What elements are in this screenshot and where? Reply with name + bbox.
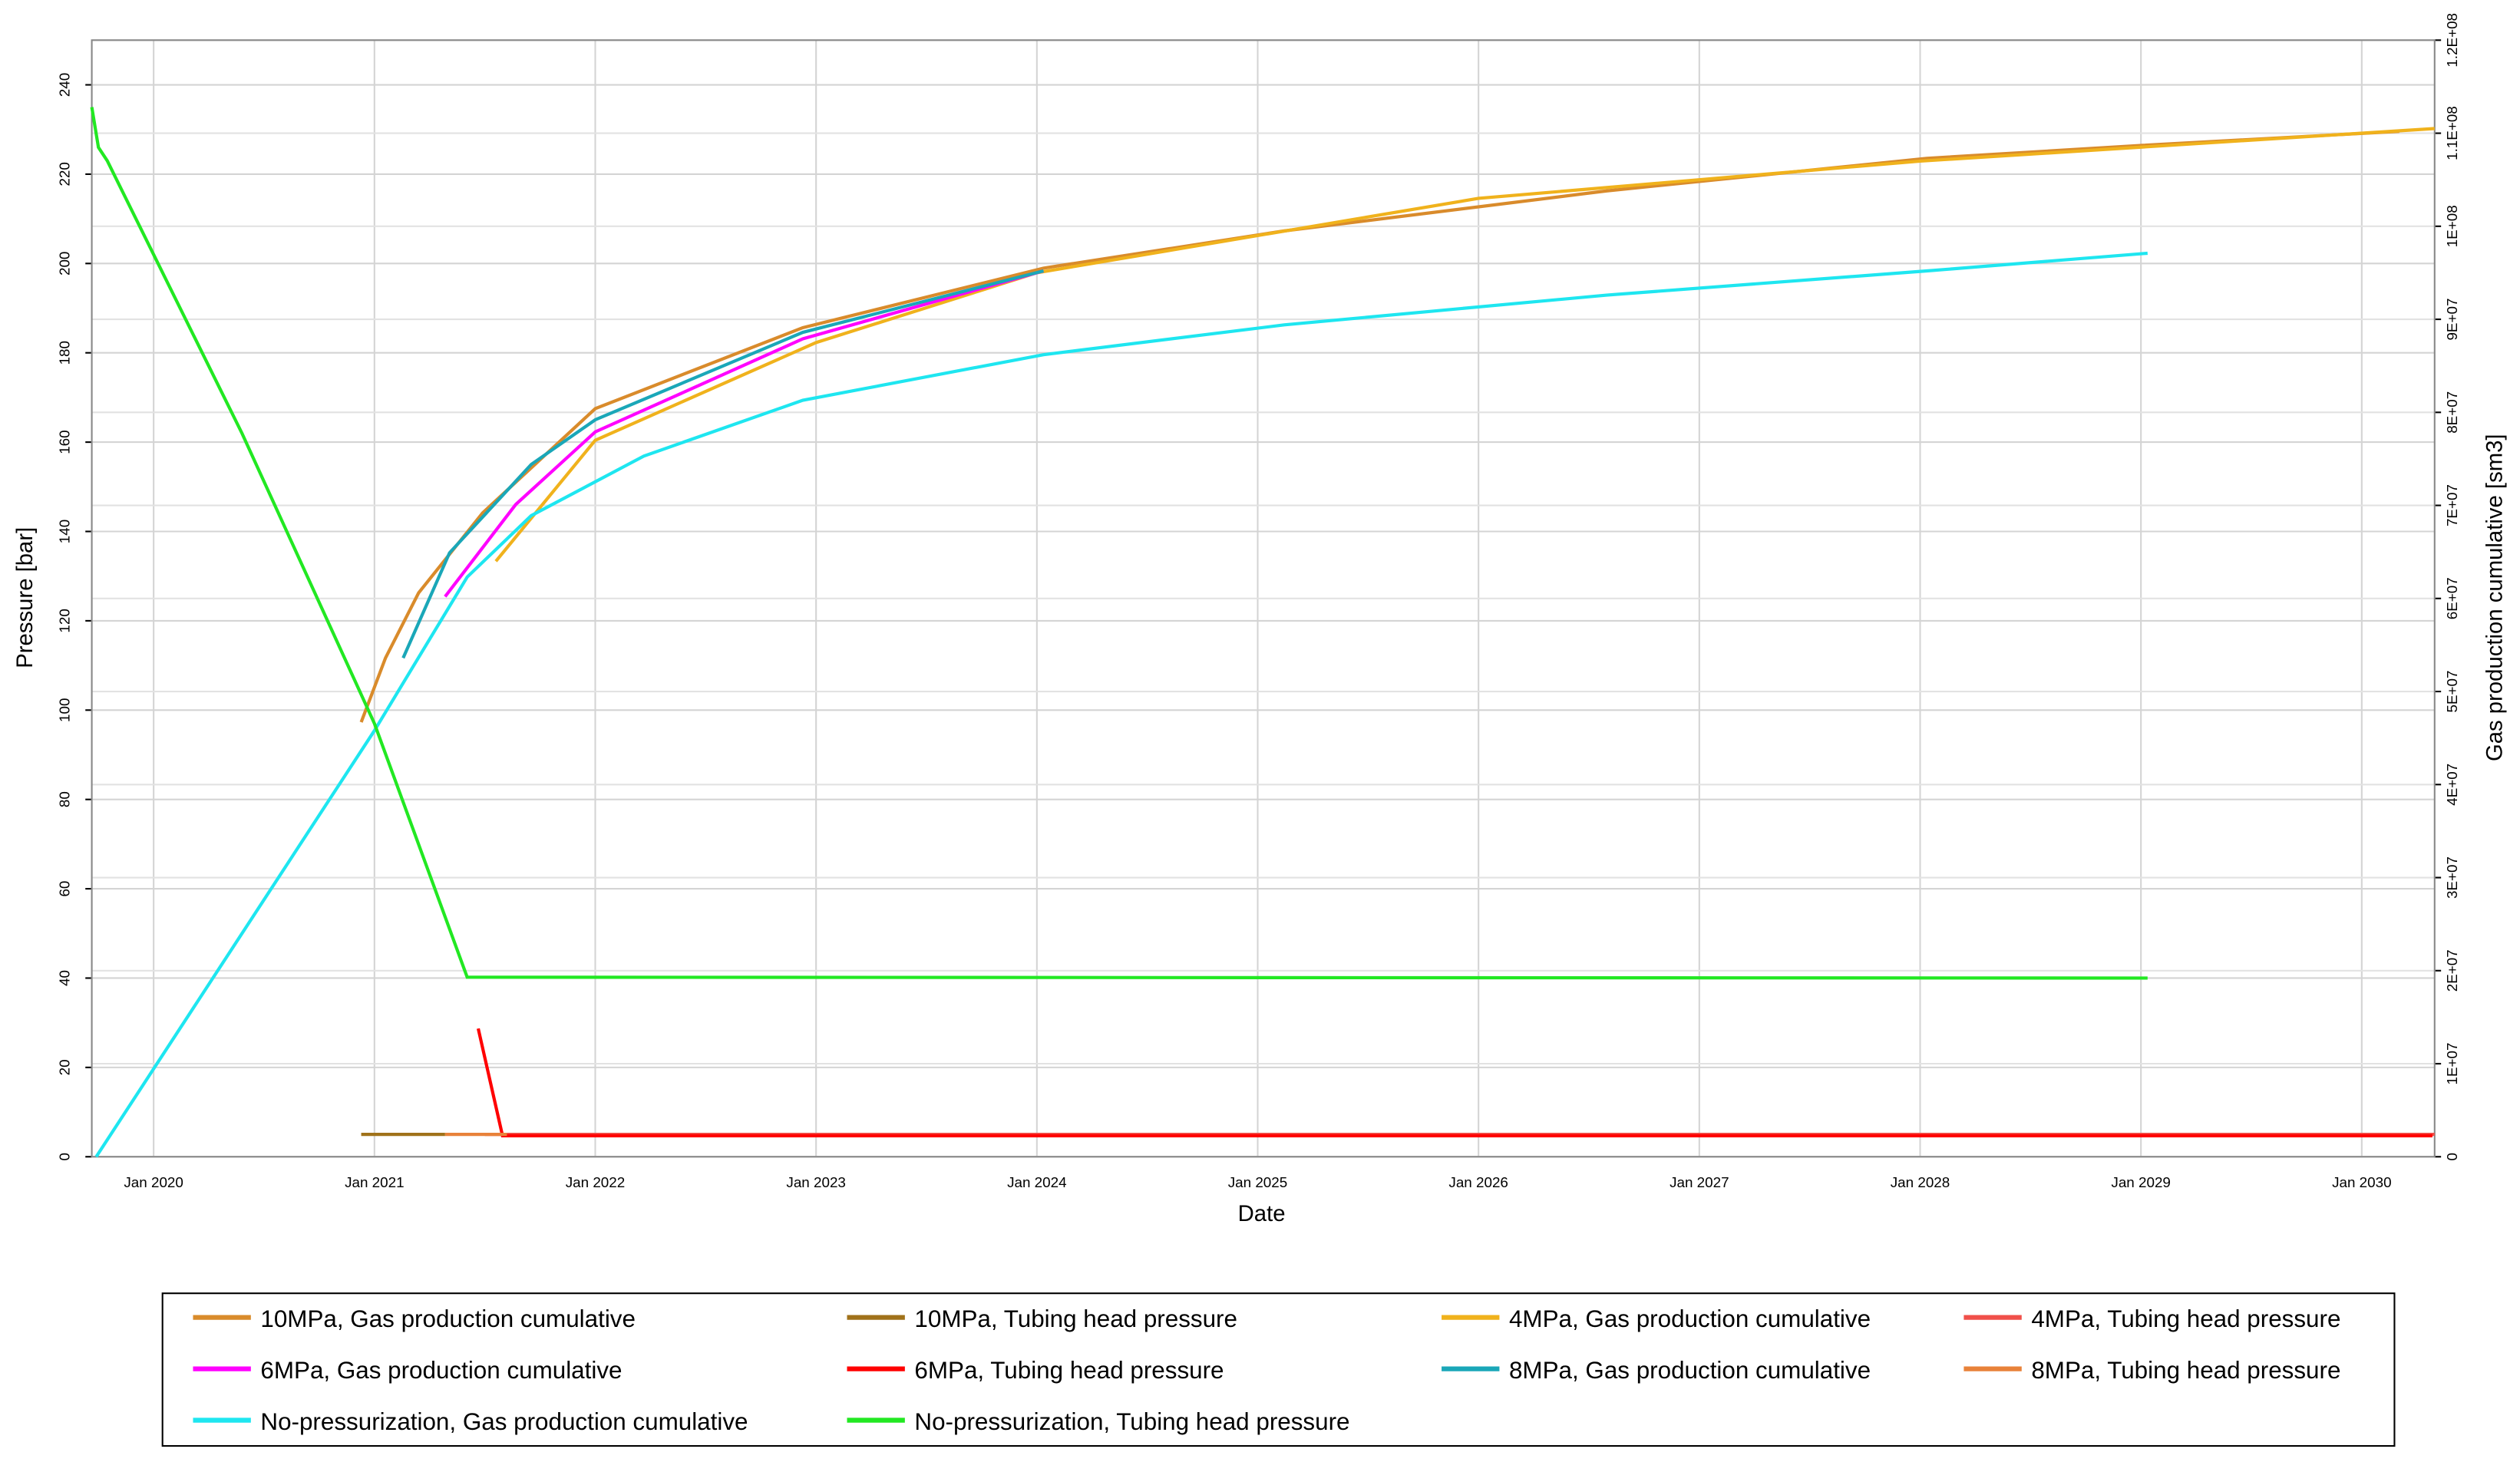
- legend-label: 6MPa, Tubing head pressure: [914, 1357, 1224, 1384]
- y-tick-label: 80: [56, 791, 72, 807]
- y2-tick-label: 8E+07: [2444, 391, 2460, 434]
- x-tick-label: Jan 2029: [2111, 1174, 2170, 1190]
- y-tick-label: 0: [56, 1153, 72, 1160]
- y-tick-label: 100: [56, 698, 72, 722]
- y-tick-label: 40: [56, 970, 72, 986]
- y2-axis-label: Gas production cumulative [sm3]: [2482, 434, 2508, 761]
- legend-label: 8MPa, Tubing head pressure: [2031, 1357, 2340, 1384]
- y-tick-label: 120: [56, 609, 72, 632]
- y2-tick-label: 1E+07: [2444, 1043, 2460, 1085]
- y-tick-label: 220: [56, 162, 72, 186]
- legend-item: 8MPa, Tubing head pressure: [1963, 1357, 2340, 1384]
- y2-tick-label: 1E+08: [2444, 205, 2460, 247]
- series-line: [444, 269, 1045, 598]
- legend-box: [161, 1292, 2396, 1447]
- legend-item: No-pressurization, Tubing head pressure: [847, 1408, 1350, 1435]
- series-line: [359, 130, 2399, 723]
- y-axis-label: Pressure [bar]: [12, 527, 38, 668]
- legend-item: 6MPa, Tubing head pressure: [847, 1357, 1224, 1384]
- x-tick-label: Jan 2030: [2332, 1174, 2391, 1190]
- y2-tick-label: 9E+07: [2444, 299, 2460, 341]
- x-tick-label: Jan 2023: [786, 1174, 845, 1190]
- legend-label: No-pressurization, Tubing head pressure: [914, 1408, 1349, 1435]
- legend-label: 4MPa, Tubing head pressure: [2031, 1305, 2340, 1332]
- y2-tick-label: 6E+07: [2444, 577, 2460, 619]
- x-tick-label: Jan 2027: [1670, 1174, 1729, 1190]
- plot-frame: [91, 39, 2436, 1158]
- y-tick-label: 200: [56, 252, 72, 276]
- x-tick-label: Jan 2020: [124, 1174, 183, 1190]
- y2-tick-label: 5E+07: [2444, 671, 2460, 713]
- y-tick-label: 160: [56, 430, 72, 454]
- legend-item: 8MPa, Gas production cumulative: [1442, 1357, 1871, 1384]
- x-tick-label: Jan 2025: [1228, 1174, 1287, 1190]
- y2-tick-label: 7E+07: [2444, 484, 2460, 526]
- y-tick-label: 240: [56, 73, 72, 97]
- legend-label: 6MPa, Gas production cumulative: [260, 1357, 622, 1384]
- x-tick-label: Jan 2021: [345, 1174, 404, 1190]
- legend-item: 10MPa, Gas production cumulative: [193, 1305, 636, 1332]
- series-line: [94, 251, 2148, 1158]
- legend-label: 8MPa, Gas production cumulative: [1509, 1357, 1871, 1384]
- legend-label: 4MPa, Gas production cumulative: [1509, 1305, 1871, 1332]
- legend-item: 4MPa, Tubing head pressure: [1963, 1305, 2340, 1332]
- x-axis-label: Date: [1238, 1201, 1286, 1226]
- y-tick-label: 180: [56, 341, 72, 365]
- y-tick-label: 20: [56, 1059, 72, 1075]
- y2-tick-label: 0: [2444, 1153, 2460, 1160]
- series-line: [90, 107, 2148, 980]
- y-tick-label: 140: [56, 520, 72, 543]
- legend-label: No-pressurization, Gas production cumula…: [260, 1408, 748, 1435]
- y2-tick-label: 1.2E+08: [2444, 13, 2460, 68]
- x-tick-label: Jan 2028: [1891, 1174, 1950, 1190]
- x-tick-label: Jan 2024: [1007, 1174, 1066, 1190]
- legend-label: 10MPa, Tubing head pressure: [914, 1305, 1237, 1332]
- legend-item: No-pressurization, Gas production cumula…: [193, 1408, 748, 1435]
- legend-label: 10MPa, Gas production cumulative: [260, 1305, 636, 1332]
- y2-tick-label: 3E+07: [2444, 856, 2460, 899]
- y2-tick-label: 2E+07: [2444, 949, 2460, 992]
- y2-tick-label: 4E+07: [2444, 764, 2460, 806]
- x-tick-label: Jan 2022: [566, 1174, 625, 1190]
- legend-item: 10MPa, Tubing head pressure: [847, 1305, 1237, 1332]
- y2-tick-label: 1.1E+08: [2444, 106, 2460, 160]
- x-tick-label: Jan 2026: [1448, 1174, 1508, 1190]
- series-line: [401, 269, 1044, 659]
- y-tick-label: 60: [56, 881, 72, 897]
- legend-item: 4MPa, Gas production cumulative: [1442, 1305, 1871, 1332]
- legend-item: 6MPa, Gas production cumulative: [193, 1357, 622, 1384]
